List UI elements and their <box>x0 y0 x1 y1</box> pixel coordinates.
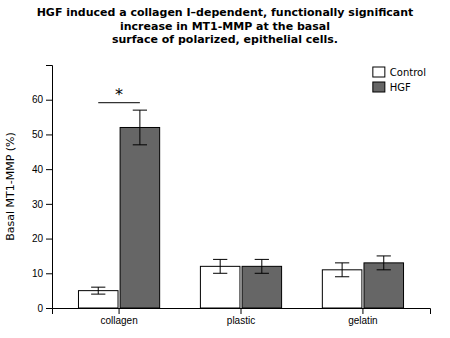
y-tick-mark <box>46 100 52 101</box>
y-tick-mark <box>46 239 52 240</box>
y-axis-title: Basal MT1-MMP (%) <box>4 132 17 241</box>
x-tick: collagen <box>100 308 137 326</box>
x-tick-mark <box>241 308 242 314</box>
x-tick-label: gelatin <box>348 315 377 326</box>
y-tick-mark <box>46 204 52 205</box>
y-tick-label: 50 <box>32 129 44 140</box>
subtitle: surface of polarized, epithelial cells. <box>112 33 338 46</box>
x-tick: plastic <box>227 308 255 326</box>
y-tick-label: 60 <box>32 94 44 105</box>
title: HGF induced a collagen I–dependent, func… <box>37 6 414 33</box>
marks <box>78 110 403 308</box>
legend-label: Control <box>390 67 426 78</box>
y-tick-label: 40 <box>32 164 44 175</box>
x-tick: gelatin <box>348 308 377 326</box>
plot: 0 10 20 30 40 50 60 collagen plastic gelatin * Cont… <box>32 66 431 327</box>
legend: Control HGF <box>373 67 426 93</box>
y-tick-mark <box>46 308 52 309</box>
series <box>120 110 403 308</box>
x-tick-mark <box>362 308 363 314</box>
y-tick: 10 <box>32 268 52 279</box>
y-tick-mark <box>46 273 52 274</box>
y-tick-label: 10 <box>32 268 44 279</box>
y-tick: 40 <box>32 164 52 175</box>
y-tick: 60 <box>32 94 52 105</box>
error-bar <box>133 110 147 145</box>
y-tick-label: 30 <box>32 199 44 210</box>
annotation: * <box>115 85 123 104</box>
x-tick-label: collagen <box>100 315 137 326</box>
y-tick-label: 0 <box>37 303 43 314</box>
legend-item: Control <box>373 67 426 78</box>
x-tick-label: plastic <box>227 315 255 326</box>
error-bar <box>335 263 349 277</box>
x-tick-mark <box>119 308 120 314</box>
y-tick: 50 <box>32 129 52 140</box>
error-bar <box>377 256 391 270</box>
y-tick-mark <box>46 169 52 170</box>
y-axis: 0 10 20 30 40 50 60 <box>32 66 53 314</box>
y-tick: 30 <box>32 199 52 210</box>
error-bar <box>91 287 105 294</box>
y-tick-mark <box>46 134 52 135</box>
y-tick-label: 20 <box>32 233 44 244</box>
error-bar <box>255 259 269 273</box>
legend-swatch <box>373 67 385 77</box>
bar <box>120 127 160 308</box>
y-tick: 20 <box>32 233 52 244</box>
legend-item: HGF <box>373 82 411 93</box>
legend-label: HGF <box>390 82 411 93</box>
y-axis-line <box>46 66 53 309</box>
y-tick: 0 <box>37 303 52 314</box>
legend-swatch <box>373 82 385 92</box>
x-axis-line <box>53 309 431 315</box>
error-bar <box>213 259 227 273</box>
chart-root: HGF induced a collagen I–dependent, func… <box>0 0 450 338</box>
x-axis: collagen plastic gelatin <box>53 308 431 326</box>
